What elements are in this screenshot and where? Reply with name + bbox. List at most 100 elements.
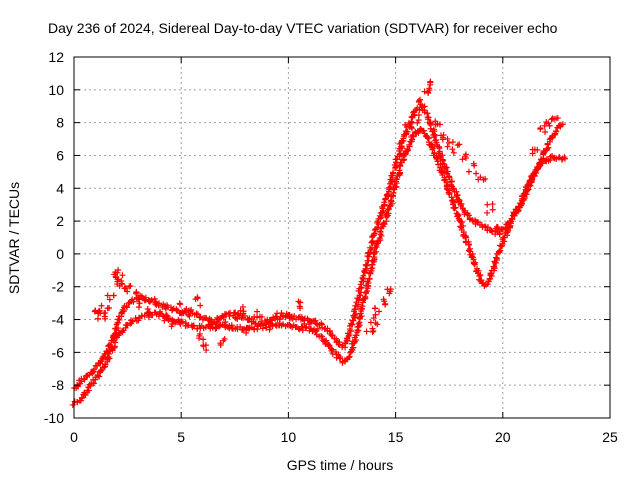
data-point bbox=[459, 156, 466, 163]
data-point bbox=[291, 312, 298, 319]
data-point bbox=[446, 190, 453, 197]
data-point bbox=[465, 168, 472, 175]
data-point bbox=[186, 313, 193, 320]
data-point bbox=[295, 325, 302, 332]
data-point bbox=[429, 146, 436, 153]
data-point bbox=[170, 317, 177, 324]
data-point bbox=[377, 229, 384, 236]
data-point bbox=[461, 233, 468, 240]
data-point bbox=[362, 293, 369, 300]
data-point bbox=[237, 307, 244, 314]
data-point bbox=[372, 311, 379, 318]
data-point bbox=[190, 322, 197, 329]
y-tick-label: -10 bbox=[44, 410, 64, 426]
data-point bbox=[480, 176, 487, 183]
data-point bbox=[396, 167, 403, 174]
data-point bbox=[396, 140, 403, 147]
data-point bbox=[402, 128, 409, 135]
data-point bbox=[372, 305, 379, 312]
y-axis-label: SDTVAR / TECUs bbox=[6, 182, 22, 294]
data-point bbox=[319, 333, 326, 340]
data-point bbox=[126, 283, 133, 290]
y-tick-label: 8 bbox=[56, 115, 64, 131]
data-point bbox=[288, 315, 295, 322]
data-point bbox=[384, 286, 391, 293]
data-point bbox=[243, 329, 250, 336]
data-point bbox=[276, 316, 283, 323]
data-point bbox=[444, 168, 451, 175]
data-point bbox=[348, 321, 355, 328]
data-point bbox=[393, 176, 400, 183]
data-point bbox=[94, 315, 101, 322]
x-tick-label: 25 bbox=[602, 429, 618, 445]
data-point bbox=[414, 119, 421, 126]
data-point bbox=[400, 150, 407, 157]
y-tick-label: 0 bbox=[56, 246, 64, 262]
data-point bbox=[313, 327, 320, 334]
data-point bbox=[123, 303, 130, 310]
data-point bbox=[415, 112, 422, 119]
data-point bbox=[226, 324, 233, 331]
data-point bbox=[408, 123, 415, 130]
data-point bbox=[421, 103, 428, 110]
data-point bbox=[254, 308, 261, 315]
data-point bbox=[441, 177, 448, 184]
data-point bbox=[553, 155, 560, 162]
data-point bbox=[495, 248, 502, 255]
x-tick-label: 20 bbox=[495, 429, 511, 445]
data-point bbox=[214, 314, 221, 321]
data-point bbox=[220, 314, 227, 321]
data-point bbox=[329, 332, 336, 339]
y-tick-label: 6 bbox=[56, 147, 64, 163]
data-point bbox=[434, 120, 441, 127]
data-point bbox=[157, 308, 164, 315]
data-point bbox=[452, 204, 459, 211]
data-point bbox=[475, 176, 482, 183]
data-point bbox=[245, 316, 252, 323]
data-point bbox=[303, 323, 310, 330]
y-tick-label: 4 bbox=[56, 180, 64, 196]
data-point bbox=[106, 341, 113, 348]
data-point bbox=[402, 121, 409, 128]
data-point bbox=[493, 259, 500, 266]
data-point bbox=[496, 247, 503, 254]
data-point bbox=[458, 219, 465, 226]
data-point bbox=[237, 323, 244, 330]
data-point bbox=[357, 281, 364, 288]
data-point bbox=[177, 309, 184, 316]
data-point bbox=[106, 296, 113, 303]
data-point bbox=[358, 284, 365, 291]
data-point bbox=[384, 191, 391, 198]
data-point bbox=[465, 241, 472, 248]
data-point bbox=[451, 205, 458, 212]
data-point bbox=[537, 125, 544, 132]
data-point bbox=[215, 315, 222, 322]
data-point bbox=[370, 315, 377, 322]
data-point bbox=[369, 328, 376, 335]
y-tick-label: -8 bbox=[52, 377, 65, 393]
series-scatter-excursions bbox=[91, 78, 561, 354]
data-point bbox=[376, 212, 383, 219]
data-point bbox=[240, 310, 247, 317]
data-point bbox=[383, 218, 390, 225]
data-point bbox=[197, 302, 204, 309]
data-point bbox=[473, 170, 480, 177]
data-point bbox=[559, 121, 566, 128]
data-point bbox=[484, 201, 491, 208]
data-point bbox=[545, 120, 552, 127]
data-point bbox=[203, 347, 210, 354]
data-point bbox=[185, 307, 192, 314]
data-point bbox=[465, 247, 472, 254]
series-upper-branch bbox=[71, 101, 566, 392]
data-point bbox=[444, 135, 451, 142]
data-point bbox=[446, 174, 453, 181]
data-point bbox=[384, 206, 391, 213]
data-point bbox=[111, 271, 118, 278]
data-point bbox=[145, 314, 152, 321]
data-point bbox=[69, 401, 76, 408]
data-point bbox=[318, 320, 325, 327]
data-point bbox=[299, 316, 306, 323]
data-point bbox=[91, 366, 98, 373]
data-point bbox=[336, 355, 343, 362]
data-point bbox=[110, 292, 117, 299]
